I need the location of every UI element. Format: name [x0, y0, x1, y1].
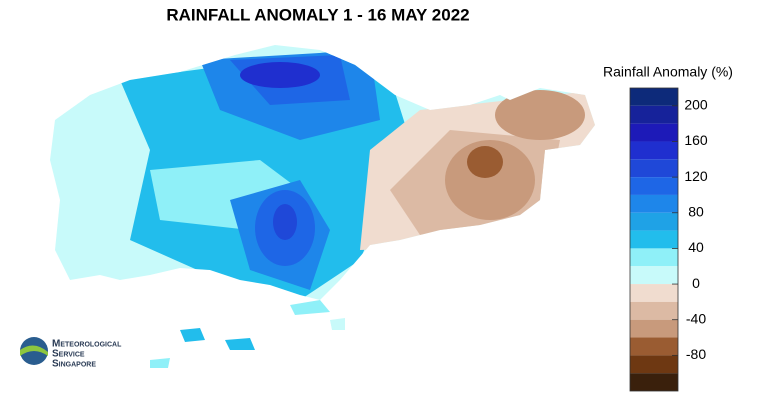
southern-islands [150, 300, 345, 368]
tick-label: 120 [684, 168, 708, 184]
colorbar-band [630, 301, 678, 320]
colorbar-band [630, 123, 678, 142]
colorbar-band [630, 88, 678, 106]
colorbar-band [630, 248, 678, 267]
tick-label: 0 [692, 275, 700, 291]
colorbar-band [630, 284, 678, 302]
colorbar-band [630, 105, 678, 124]
colorbar-band [630, 266, 678, 285]
colorbar-frame [629, 87, 679, 392]
colorbar-band [630, 177, 678, 195]
tick-label: -80 [686, 346, 706, 362]
map-title: RAINFALL ANOMALY 1 - 16 MAY 2022 [166, 5, 469, 24]
logo-line: Singapore [52, 359, 96, 370]
legend-title: Rainfall Anomaly (%) [603, 64, 733, 80]
colorbar-band [630, 159, 678, 178]
colorbar-band [630, 373, 678, 391]
colorbar-band [630, 319, 678, 338]
colorbar-band [630, 230, 678, 249]
logo-stripe [20, 345, 48, 356]
colorbar-band [630, 337, 678, 356]
tick-label: -40 [686, 310, 706, 326]
tick-label: 160 [684, 132, 708, 148]
tick-label: 200 [684, 97, 708, 113]
logo-line: Service [52, 349, 85, 360]
colorbar: 200 160 120 80 40 0 -40 -80 [629, 87, 708, 392]
logo-line: Meteorological [52, 339, 122, 350]
map [50, 45, 595, 300]
colorbar-band [630, 355, 678, 374]
tick-label: 40 [688, 239, 704, 255]
logo: Meteorological Service Singapore [20, 337, 122, 370]
colorbar-band [630, 194, 678, 213]
colorbar-band [630, 141, 678, 160]
tick-label: 80 [688, 203, 704, 219]
colorbar-band [630, 212, 678, 231]
